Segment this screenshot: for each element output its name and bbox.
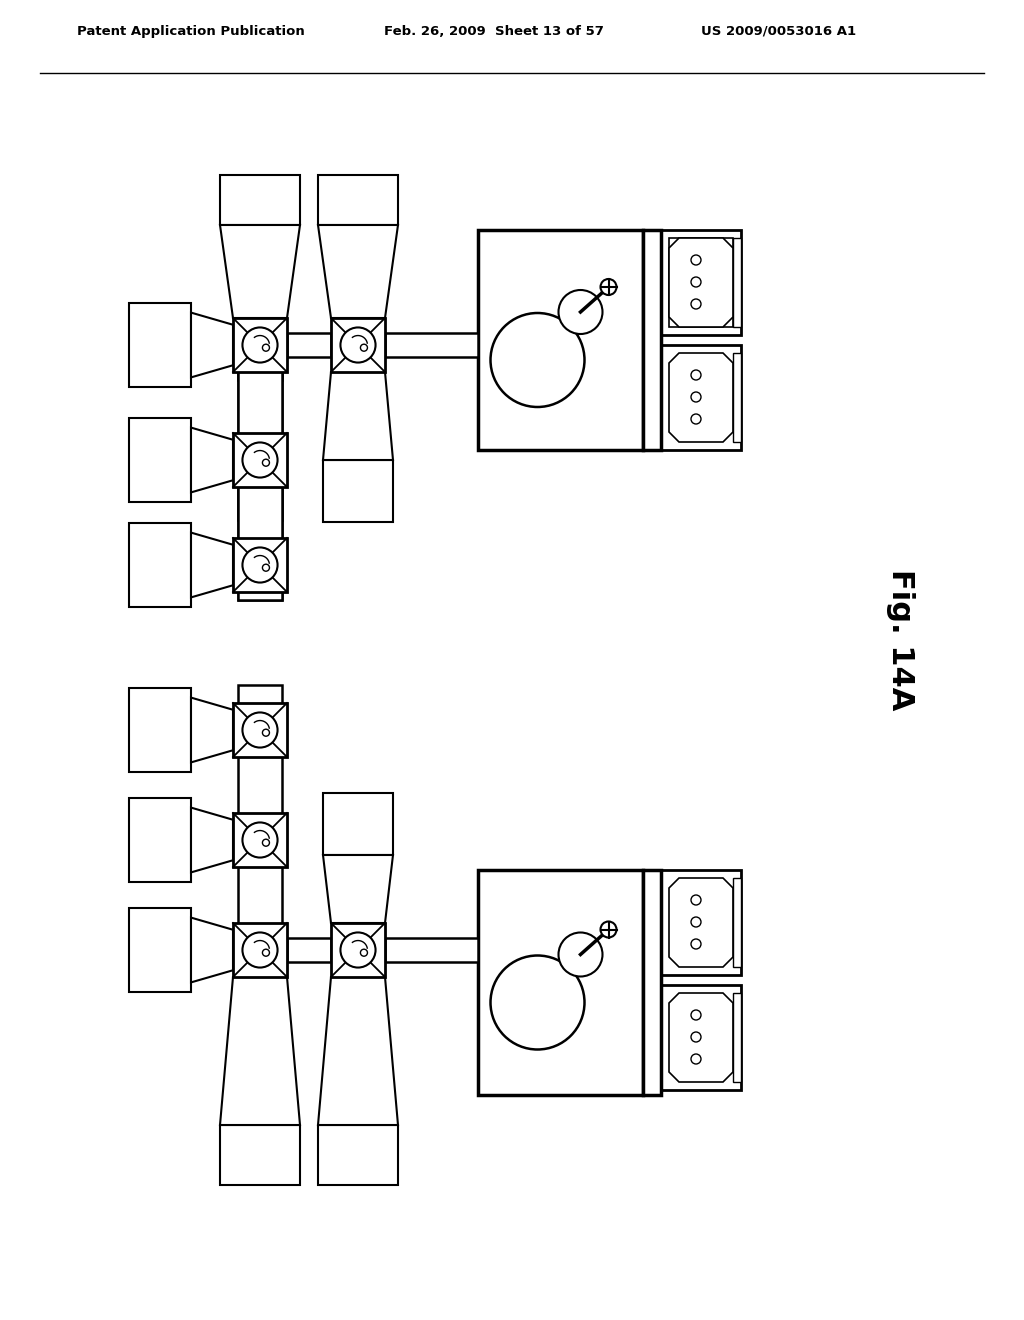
Bar [129, 304, 191, 387]
Bar [643, 870, 662, 1096]
Polygon shape [669, 238, 733, 327]
Polygon shape [669, 352, 733, 442]
Bar [662, 985, 741, 1090]
Bar [662, 230, 741, 335]
Circle shape [691, 370, 701, 380]
Bar [129, 799, 191, 882]
Text: US 2009/0053016 A1: US 2009/0053016 A1 [701, 25, 856, 38]
Polygon shape [669, 878, 733, 968]
Circle shape [691, 300, 701, 309]
Circle shape [360, 345, 368, 351]
Circle shape [691, 895, 701, 906]
Circle shape [340, 327, 376, 363]
Bar [220, 1125, 300, 1185]
Bar [287, 333, 331, 356]
Bar [669, 238, 733, 327]
Circle shape [691, 1032, 701, 1041]
Circle shape [340, 932, 376, 968]
Bar [233, 923, 287, 977]
Circle shape [691, 1010, 701, 1020]
Polygon shape [191, 532, 233, 598]
Bar [233, 704, 287, 756]
Circle shape [262, 345, 269, 351]
Circle shape [243, 548, 278, 582]
Text: Feb. 26, 2009  Sheet 13 of 57: Feb. 26, 2009 Sheet 13 of 57 [384, 25, 604, 38]
Bar [233, 813, 287, 867]
Circle shape [262, 564, 269, 572]
Bar [238, 488, 282, 601]
Polygon shape [191, 917, 233, 982]
Text: Fig. 14A: Fig. 14A [886, 569, 914, 710]
Circle shape [558, 932, 602, 977]
Circle shape [262, 949, 269, 956]
Bar [238, 685, 282, 990]
Circle shape [691, 1053, 701, 1064]
Polygon shape [323, 855, 393, 923]
Bar [385, 939, 478, 962]
Circle shape [691, 255, 701, 265]
Polygon shape [191, 697, 233, 763]
Text: Patent Application Publication: Patent Application Publication [77, 25, 304, 38]
Circle shape [243, 442, 278, 478]
Polygon shape [220, 224, 300, 318]
Circle shape [262, 729, 269, 737]
Circle shape [691, 392, 701, 403]
Bar [733, 878, 741, 968]
Bar [662, 345, 741, 450]
Bar [238, 310, 282, 380]
Bar [220, 176, 300, 224]
Bar [662, 870, 741, 975]
Polygon shape [191, 428, 233, 492]
Polygon shape [669, 993, 733, 1082]
Circle shape [490, 956, 585, 1049]
Circle shape [490, 313, 585, 407]
Bar [129, 908, 191, 993]
Bar [233, 539, 287, 591]
Bar [336, 878, 380, 990]
Circle shape [243, 822, 278, 858]
Bar [478, 870, 643, 1096]
Circle shape [360, 949, 368, 956]
Circle shape [262, 459, 269, 466]
Bar [233, 433, 287, 487]
Circle shape [691, 917, 701, 927]
Bar [331, 318, 385, 372]
Bar [238, 374, 282, 520]
Bar [733, 238, 741, 327]
Circle shape [600, 279, 616, 294]
Bar [323, 793, 393, 855]
Bar [238, 318, 282, 601]
Polygon shape [323, 372, 393, 459]
Bar [478, 230, 643, 450]
Polygon shape [220, 977, 300, 1125]
Bar [385, 333, 478, 356]
Bar [323, 459, 393, 521]
Polygon shape [191, 313, 233, 378]
Polygon shape [191, 808, 233, 873]
Bar [336, 318, 380, 438]
Circle shape [243, 713, 278, 747]
Circle shape [243, 932, 278, 968]
Polygon shape [318, 977, 398, 1125]
Circle shape [558, 290, 602, 334]
Bar [733, 993, 741, 1082]
Bar [129, 418, 191, 502]
Bar [129, 688, 191, 772]
Circle shape [243, 327, 278, 363]
Circle shape [600, 921, 616, 937]
Bar [318, 1125, 398, 1185]
Bar [733, 352, 741, 442]
Circle shape [691, 277, 701, 286]
Polygon shape [318, 224, 398, 318]
Bar [287, 939, 331, 962]
Bar [318, 176, 398, 224]
Bar [643, 230, 662, 450]
Bar [129, 523, 191, 607]
Circle shape [262, 840, 269, 846]
Circle shape [691, 939, 701, 949]
Circle shape [691, 414, 701, 424]
Bar [233, 318, 287, 372]
Bar [331, 923, 385, 977]
